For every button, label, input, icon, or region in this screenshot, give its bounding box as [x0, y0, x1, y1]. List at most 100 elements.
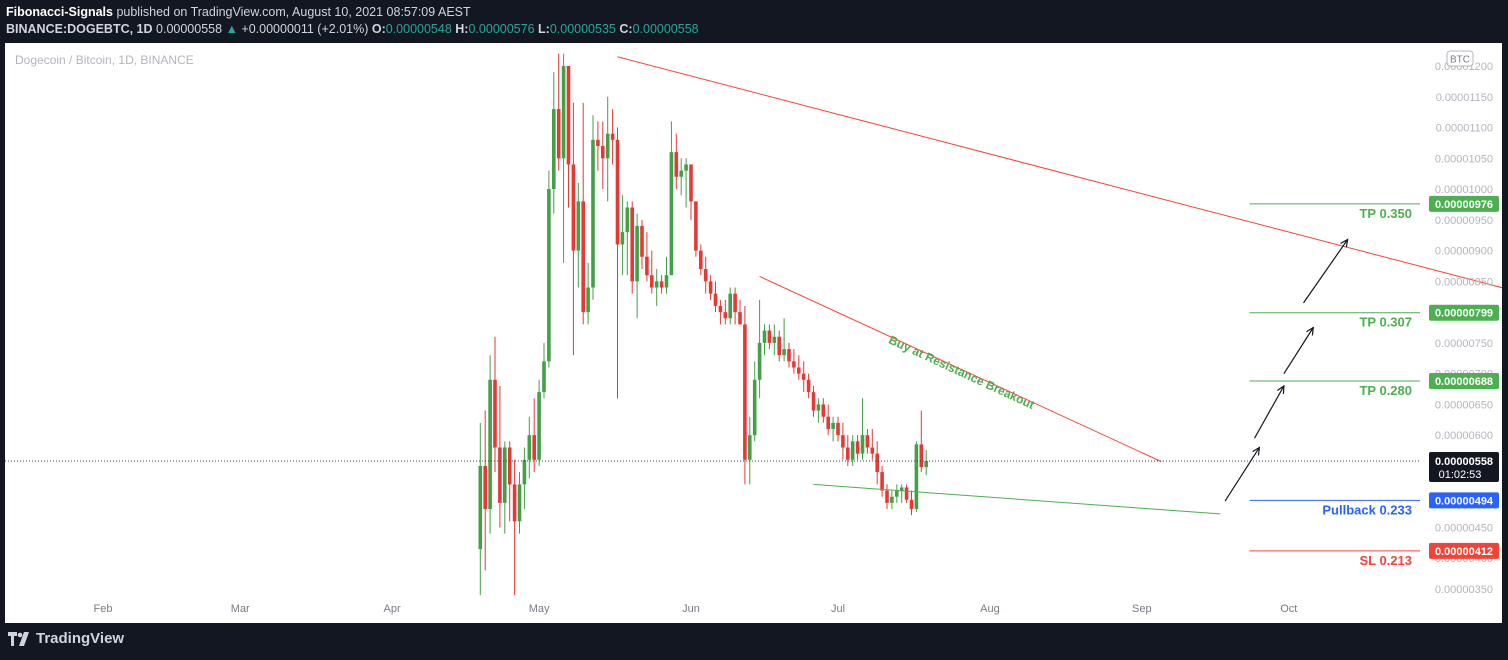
- candle: [576, 201, 581, 251]
- arrow-head-icon: [1340, 238, 1349, 248]
- price-tick-label: 0.00000850: [1435, 276, 1493, 288]
- candle: [875, 453, 879, 473]
- candle: [684, 164, 688, 171]
- candle: [498, 447, 502, 503]
- level-price-badge: [1429, 195, 1499, 212]
- candle: [552, 109, 556, 190]
- trendline: [759, 275, 1162, 463]
- arrow-line: [1224, 447, 1260, 502]
- candle: [571, 164, 576, 251]
- candle: [855, 441, 860, 454]
- candle: [507, 447, 512, 485]
- candle: [601, 145, 605, 159]
- level-price-label: 0.00000688: [1435, 376, 1493, 388]
- up-triangle-icon: ▲: [225, 22, 238, 36]
- candle: [748, 435, 752, 460]
- price-tick-label: 0.00001000: [1435, 184, 1493, 196]
- candle: [836, 422, 840, 436]
- price-tick-label: 0.00000750: [1435, 338, 1493, 350]
- candle: [782, 349, 786, 356]
- bar-countdown: 01:02:53: [1439, 469, 1482, 481]
- time-tick-label: Feb: [94, 603, 113, 615]
- level-price-badge: [1429, 373, 1499, 390]
- level-price-badge: [1429, 492, 1499, 509]
- candle: [659, 281, 664, 288]
- candle: [752, 379, 757, 436]
- candle: [914, 444, 919, 510]
- ohlc-line: BINANCE:DOGEBTC, 1D 0.00000558 ▲ +0.0000…: [6, 21, 699, 38]
- open-label: O:: [371, 22, 386, 36]
- level-name: Pullback 0.233: [1322, 502, 1412, 517]
- candle: [689, 164, 693, 202]
- annotation-text: Buy at Resistance Breakout: [887, 333, 1037, 412]
- candle: [694, 201, 698, 251]
- candle: [512, 484, 517, 522]
- time-axis[interactable]: Feb Mar Apr May Jun Jul Aug Sep Oct: [94, 603, 1298, 615]
- price-tick-label: 0.00001150: [1436, 92, 1493, 104]
- time-tick-label: Aug: [980, 603, 1000, 615]
- time-tick-label: Oct: [1280, 603, 1297, 615]
- candle: [674, 152, 679, 177]
- candle: [586, 287, 590, 313]
- open-value: 0.00000548: [385, 22, 452, 36]
- chart-title: Dogecoin / Bitcoin, 1D, BINANCE: [15, 53, 194, 67]
- low-label: L:: [538, 22, 550, 36]
- price-axis[interactable]: 0.000012000.000011500.000011000.00001050…: [1429, 61, 1499, 596]
- candle: [493, 379, 497, 448]
- author-name[interactable]: Fibonacci-Signals: [6, 5, 113, 19]
- price-tick-label: 0.00000350: [1435, 584, 1493, 596]
- price-change: +0.00000011 (+2.01%): [241, 22, 369, 36]
- arrow-line: [1253, 385, 1285, 439]
- level-price-badge: [1429, 542, 1499, 559]
- price-chart[interactable]: TP 0.350 TP 0.307 TP 0.280 Pullback 0.233 SL…: [5, 43, 1502, 623]
- candle: [850, 441, 855, 460]
- candle: [738, 312, 742, 325]
- candle: [645, 256, 649, 276]
- level-name: SL 0.213: [1359, 553, 1412, 568]
- level-price-badge: [1429, 304, 1499, 321]
- candle: [762, 330, 767, 343]
- price-tick-label: 0.00000650: [1435, 399, 1493, 411]
- arrow-head-icon: [1252, 446, 1261, 456]
- candle: [625, 207, 630, 233]
- current-price-label: 0.00000558: [1435, 456, 1493, 468]
- time-tick-label: Sep: [1132, 603, 1152, 615]
- price-tick-label: 0.00001100: [1436, 123, 1493, 135]
- tradingview-logo[interactable]: TradingView: [8, 630, 124, 647]
- currency-badge-text: BTC: [1450, 55, 1470, 66]
- candle: [792, 361, 796, 368]
- candle: [664, 275, 669, 288]
- candle: [821, 404, 826, 417]
- low-value: 0.00000535: [549, 22, 616, 36]
- candle: [909, 499, 914, 510]
- candle: [703, 269, 708, 282]
- candle: [772, 336, 777, 343]
- publish-info: published on TradingView.com, August 10,…: [116, 5, 471, 19]
- candle: [679, 170, 683, 177]
- candle: [743, 324, 747, 460]
- candle: [654, 281, 659, 288]
- level-price-label: 0.00000976: [1435, 199, 1493, 211]
- candle: [757, 342, 762, 380]
- candle: [718, 305, 723, 313]
- candle: [537, 392, 541, 460]
- candle: [610, 133, 615, 140]
- arrow-head-icon: [1276, 384, 1285, 394]
- candle: [890, 496, 894, 503]
- candle: [733, 293, 737, 313]
- arrow-line: [1303, 239, 1349, 304]
- candle: [846, 447, 850, 460]
- candle: [904, 487, 909, 500]
- candle: [723, 312, 728, 319]
- candle: [826, 416, 830, 430]
- current-price-badge: [1429, 452, 1499, 483]
- chart-panel[interactable]: TP 0.350 TP 0.307 TP 0.280 Pullback 0.233 SL…: [5, 43, 1502, 623]
- candle: [777, 336, 781, 356]
- candle: [620, 232, 625, 245]
- currency-badge: BTC: [1446, 50, 1474, 67]
- level-price-label: 0.00000494: [1435, 495, 1494, 507]
- candle: [699, 250, 703, 270]
- candles-layer: [478, 53, 928, 596]
- arrow-line: [1283, 327, 1314, 374]
- candle: [870, 447, 875, 454]
